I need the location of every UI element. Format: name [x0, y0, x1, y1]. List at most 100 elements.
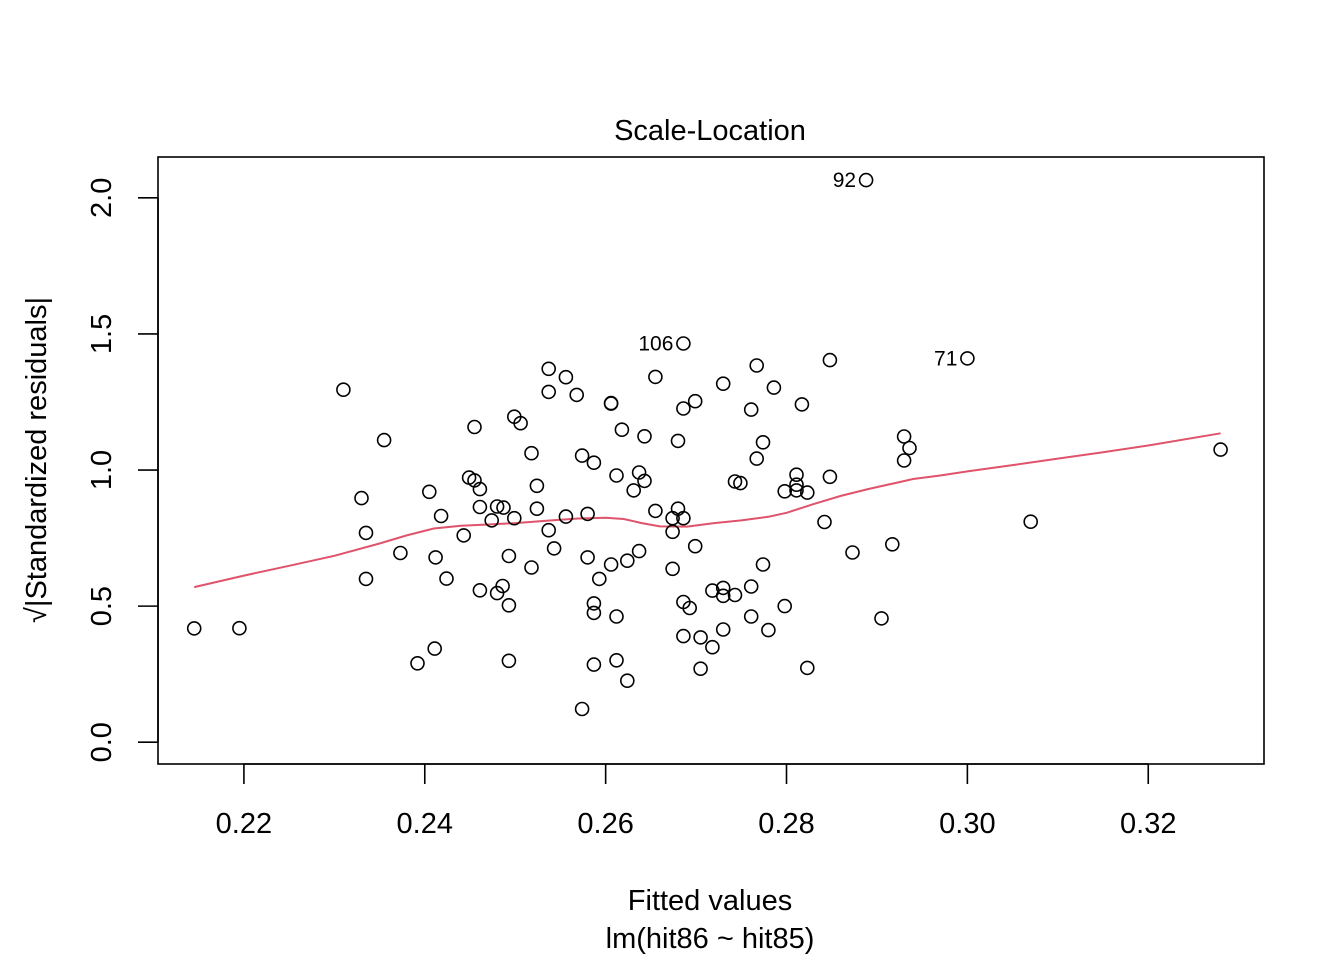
- y-axis-title: √|Standardized residuals|: [21, 297, 53, 623]
- x-tick-label: 0.26: [577, 808, 633, 840]
- data-point: [410, 655, 425, 671]
- data-point: [665, 524, 680, 540]
- data-point: [693, 630, 708, 645]
- data-point: [421, 484, 437, 500]
- data-point: [358, 571, 374, 587]
- data-point: [580, 506, 595, 522]
- data-point: [648, 503, 663, 519]
- data-point: [789, 483, 804, 498]
- data-point: [777, 598, 793, 614]
- data-point: [376, 432, 392, 448]
- data-point: [524, 560, 539, 575]
- plot-frame: [157, 156, 1265, 765]
- data-point: [467, 419, 482, 435]
- data-point: [1023, 514, 1038, 530]
- data-point: [682, 600, 698, 616]
- data-point: [749, 358, 765, 373]
- data-point: [495, 578, 510, 594]
- data-point: [614, 422, 630, 438]
- data-point: [513, 415, 528, 431]
- data-point: [541, 384, 557, 400]
- data-point: [433, 508, 449, 524]
- data-point: [1213, 442, 1228, 457]
- data-points: [186, 172, 1228, 717]
- x-tick-label: 0.28: [758, 808, 814, 840]
- data-point: [676, 628, 691, 644]
- data-point: [705, 639, 720, 655]
- data-point: [789, 477, 804, 493]
- data-point: [858, 172, 874, 188]
- data-point: [558, 369, 574, 385]
- data-point: [743, 579, 759, 594]
- data-point: [789, 467, 804, 483]
- data-point: [766, 380, 782, 395]
- y-tick-label: 0.5: [86, 586, 118, 626]
- data-point: [501, 548, 517, 564]
- data-point: [715, 580, 731, 596]
- data-point: [472, 481, 488, 497]
- data-point: [884, 536, 900, 552]
- data-point: [609, 652, 624, 668]
- data-point: [896, 429, 912, 444]
- y-tick-label: 2.0: [86, 178, 118, 218]
- data-point: [619, 673, 635, 689]
- data-point: [799, 660, 815, 676]
- y-tick-label: 0.0: [86, 722, 118, 762]
- smoother-line: [193, 432, 1221, 589]
- data-point: [427, 641, 443, 656]
- data-point: [874, 611, 889, 626]
- data-point: [393, 545, 408, 561]
- data-point: [501, 653, 517, 669]
- data-point: [586, 657, 602, 672]
- data-point: [603, 557, 619, 572]
- data-point: [439, 571, 454, 586]
- data-point: [665, 561, 680, 577]
- data-point: [761, 622, 776, 638]
- data-point: [693, 661, 708, 677]
- x-axis: 0.22 0.24 0.26 0.28 0.30 0.32: [216, 763, 1176, 840]
- data-point: [591, 571, 607, 587]
- x-tick-label: 0.32: [1120, 808, 1176, 840]
- data-point: [845, 545, 860, 560]
- outlier-label: 71: [934, 347, 957, 370]
- data-point: [727, 587, 743, 603]
- data-point: [687, 393, 703, 409]
- data-point: [232, 620, 247, 636]
- data-point: [574, 448, 590, 463]
- data-point: [794, 397, 810, 412]
- data-point: [580, 550, 595, 565]
- data-point: [354, 490, 369, 506]
- data-point: [428, 550, 443, 565]
- data-point: [186, 621, 202, 636]
- data-point: [569, 387, 585, 403]
- data-point: [755, 557, 771, 572]
- y-axis: 0.0 0.5 1.0 1.5 2.0: [86, 178, 159, 762]
- data-point: [619, 553, 635, 569]
- data-point: [733, 475, 748, 491]
- data-point: [529, 478, 545, 494]
- data-point: [336, 382, 351, 398]
- data-point: [558, 509, 574, 524]
- data-point: [902, 440, 917, 456]
- data-point: [670, 433, 686, 449]
- data-point: [626, 483, 642, 498]
- data-point: [637, 473, 652, 489]
- data-point: [586, 455, 602, 471]
- data-point: [524, 445, 539, 461]
- data-point: [799, 485, 815, 500]
- y-tick-label: 1.0: [86, 450, 118, 490]
- point-labels: 92 106 71: [638, 169, 957, 370]
- data-point: [489, 499, 505, 514]
- data-point: [743, 609, 759, 624]
- data-point: [603, 396, 619, 411]
- data-point: [472, 499, 488, 515]
- data-point: [574, 701, 590, 717]
- data-point: [777, 483, 793, 499]
- data-point: [687, 538, 703, 554]
- data-point: [822, 469, 838, 485]
- data-point: [670, 501, 686, 517]
- data-point: [541, 361, 557, 377]
- data-point: [586, 596, 602, 611]
- data-point: [755, 434, 771, 450]
